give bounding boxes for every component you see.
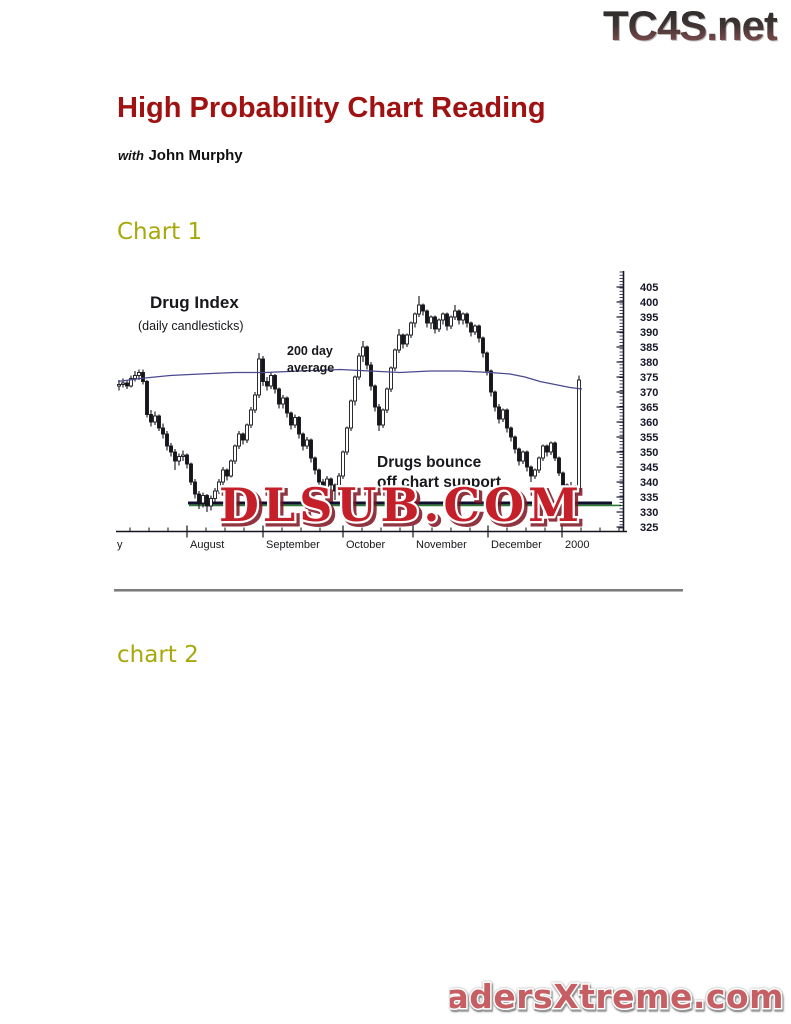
svg-text:335: 335 bbox=[640, 492, 658, 504]
svg-text:y: y bbox=[117, 539, 123, 551]
page-title: High Probability Chart Reading bbox=[117, 92, 546, 124]
svg-text:360: 360 bbox=[640, 417, 658, 429]
tradersxtreme-logo-text: TradersXtreme.com bbox=[450, 977, 784, 1016]
chart-annotations: Drug Index (daily candlesticks) 200 day ave… bbox=[138, 293, 501, 491]
svg-text:September: September bbox=[266, 539, 320, 551]
svg-text:average: average bbox=[287, 361, 334, 375]
svg-text:330: 330 bbox=[640, 507, 658, 519]
svg-text:390: 390 bbox=[640, 327, 658, 339]
svg-text:400: 400 bbox=[640, 297, 658, 309]
svg-text:October: October bbox=[346, 539, 385, 551]
support-line bbox=[188, 501, 621, 507]
byline: with John Murphy bbox=[118, 147, 243, 165]
svg-text:355: 355 bbox=[640, 432, 658, 444]
svg-text:Drugs bounce: Drugs bounce bbox=[377, 454, 482, 471]
candles bbox=[117, 296, 581, 512]
byline-author: John Murphy bbox=[148, 147, 243, 164]
svg-text:345: 345 bbox=[640, 462, 658, 474]
svg-text:365: 365 bbox=[640, 402, 658, 414]
section-heading-chart-1: Chart 1 bbox=[117, 219, 203, 245]
drug-index-chart-image: 405 400 395 390 385 380 375 370 365 360 355 350 345 3… bbox=[115, 268, 685, 563]
svg-text:405: 405 bbox=[640, 282, 658, 294]
y-axis: 405 400 395 390 385 380 375 370 365 360 355 350 345 3… bbox=[616, 271, 658, 534]
svg-text:380: 380 bbox=[640, 357, 658, 369]
svg-text:370: 370 bbox=[640, 387, 658, 399]
svg-text:December: December bbox=[491, 539, 542, 551]
ma200-line bbox=[117, 368, 583, 390]
svg-text:off chart support: off chart support bbox=[377, 474, 501, 491]
svg-text:385: 385 bbox=[640, 342, 658, 354]
svg-text:DLSUB.COM: DLSUB.COM bbox=[222, 481, 586, 535]
svg-text:395: 395 bbox=[640, 312, 658, 324]
svg-text:350: 350 bbox=[640, 447, 658, 459]
candlestick-chart: 405 400 395 390 385 380 375 370 365 360 355 350 345 3… bbox=[116, 271, 658, 551]
svg-text:(daily candlesticks): (daily candlesticks) bbox=[138, 319, 244, 333]
svg-text:November: November bbox=[416, 539, 467, 551]
section-divider bbox=[114, 589, 683, 592]
svg-text:DLSUB.COM: DLSUB.COM bbox=[219, 478, 583, 532]
tradersxtreme-site-logo[interactable]: TradersXtreme.com bbox=[450, 972, 790, 1022]
tc4s-site-logo[interactable]: TC4S.net bbox=[602, 2, 778, 49]
svg-text:340: 340 bbox=[640, 477, 658, 489]
svg-text:200 day: 200 day bbox=[287, 344, 333, 358]
byline-prefix: with bbox=[118, 148, 144, 163]
svg-text:Drug Index: Drug Index bbox=[150, 293, 239, 312]
svg-text:August: August bbox=[190, 539, 224, 551]
x-axis: y August September October November December 2… bbox=[116, 525, 627, 551]
svg-text:375: 375 bbox=[640, 372, 658, 384]
svg-text:2000: 2000 bbox=[565, 539, 589, 551]
section-heading-chart-2: chart 2 bbox=[117, 642, 199, 668]
svg-text:325: 325 bbox=[640, 522, 658, 534]
